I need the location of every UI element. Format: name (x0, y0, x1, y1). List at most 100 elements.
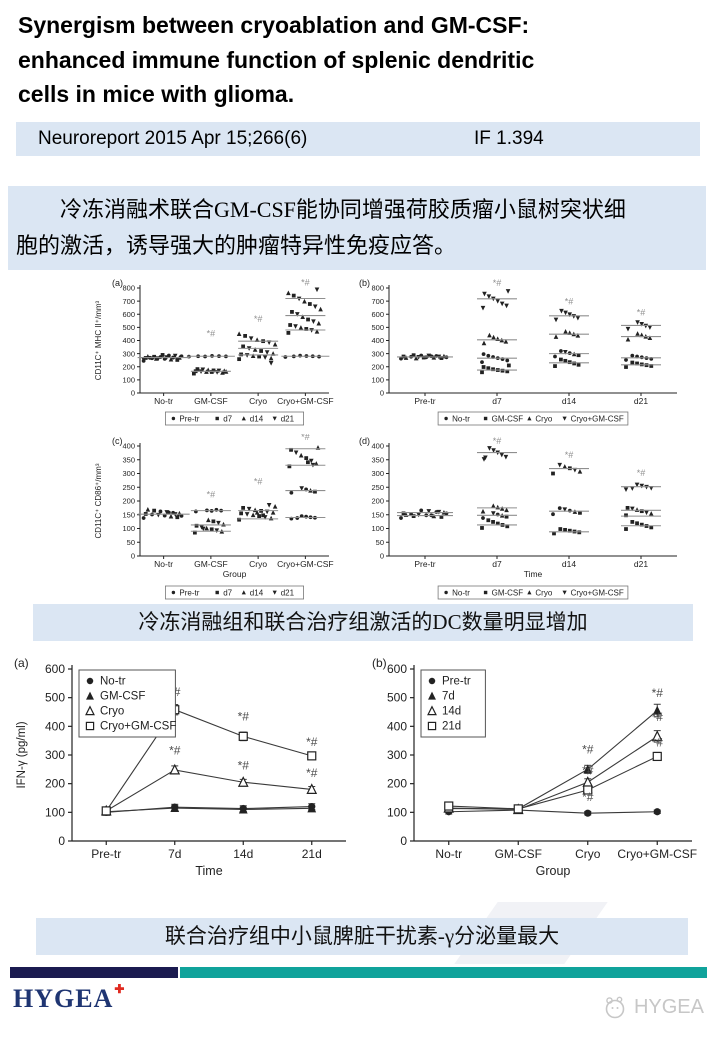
svg-text:d21: d21 (634, 396, 648, 406)
svg-text:GM-CSF: GM-CSF (492, 588, 524, 597)
svg-text:Cryo+GM-CSF: Cryo+GM-CSF (277, 396, 333, 406)
svg-text:Cryo+GM-CSF: Cryo+GM-CSF (100, 720, 176, 732)
svg-text:GM-CSF: GM-CSF (495, 847, 542, 861)
svg-text:200: 200 (387, 776, 407, 790)
mean-lines (397, 297, 661, 371)
svg-text:Pre-tr: Pre-tr (414, 396, 435, 406)
svg-text:*#: *# (582, 789, 594, 803)
svg-text:300: 300 (371, 469, 384, 478)
svg-text:(c): (c) (112, 436, 123, 446)
svg-text:Group: Group (536, 864, 571, 878)
svg-text:*#: *# (652, 710, 664, 724)
data-points (399, 445, 654, 535)
svg-text:*#: *# (254, 314, 263, 324)
svg-text:0: 0 (131, 551, 135, 560)
svg-text:Cryo+GM-CSF: Cryo+GM-CSF (617, 847, 697, 861)
summary-line-1: 冷冻消融术联合GM-CSF能协同增强荷胶质瘤小鼠树突状细 (60, 196, 626, 222)
svg-text:200: 200 (122, 362, 135, 371)
impact-factor: IF 1.394 (474, 127, 544, 149)
data-points (399, 288, 654, 374)
svg-text:*#: *# (306, 765, 318, 779)
svg-text:500: 500 (371, 323, 384, 332)
line-figure: (a) 0 100 200 300 400 500 600 IFN-γ (pg/ml) Pre-t… (0, 653, 720, 881)
logo-cross-icon: ✚ (114, 982, 126, 996)
svg-text:d21: d21 (281, 414, 295, 423)
legend: Pre-tr 7d 14d 21d (420, 669, 486, 737)
svg-text:No-tr: No-tr (154, 559, 173, 569)
svg-text:IFN-γ (pg/ml): IFN-γ (pg/ml) (16, 721, 28, 788)
svg-text:300: 300 (122, 349, 135, 358)
scatter-panel-c-svg: (c) 0 50 100 150 200 250 300 350 400 CD11C⁺ CD86⁺/… (94, 434, 334, 599)
series (443, 703, 663, 817)
svg-text:100: 100 (371, 375, 384, 384)
svg-text:400: 400 (387, 719, 407, 733)
svg-text:GM-CSF: GM-CSF (194, 559, 228, 569)
svg-text:Cryo: Cryo (249, 559, 267, 569)
svg-text:350: 350 (122, 455, 135, 464)
svg-text:14d: 14d (442, 705, 461, 717)
svg-text:200: 200 (45, 776, 65, 790)
svg-text:500: 500 (45, 690, 65, 704)
hygea-logo: HYGEA✚ (13, 982, 126, 1014)
svg-text:*#: *# (565, 296, 574, 306)
watermark-text: HYGEA (633, 995, 704, 1018)
svg-text:500: 500 (387, 690, 407, 704)
journal-citation: Neuroreport 2015 Apr 15;266(6) (38, 127, 308, 149)
svg-text:*#: *# (582, 742, 594, 756)
caption-ifn-secretion: 联合治疗组中小鼠脾脏干扰素-γ分泌量最大 (36, 917, 688, 955)
svg-text:*#: *# (207, 328, 216, 338)
svg-text:Group: Group (223, 569, 247, 579)
svg-text:0: 0 (400, 834, 407, 848)
caption-dc-increase: 冷冻消融组和联合治疗组激活的DC数量明显增加 (33, 603, 693, 641)
svg-text:*#: *# (254, 476, 263, 486)
svg-text:*#: *# (652, 735, 664, 749)
svg-text:600: 600 (387, 662, 407, 676)
svg-text:d21: d21 (281, 588, 295, 597)
svg-text:*#: *# (637, 468, 646, 478)
svg-text:100: 100 (122, 524, 135, 533)
svg-text:250: 250 (122, 482, 135, 491)
scatter-panel-a-svg: (a) 0 100 200 300 400 500 600 700 800 CD11C⁺ MHC I… (94, 277, 334, 425)
svg-text:Pre-tr: Pre-tr (179, 588, 199, 597)
svg-text:No-tr: No-tr (100, 675, 126, 687)
svg-text:*#: *# (306, 734, 318, 748)
mean-lines (397, 451, 661, 532)
svg-text:0: 0 (131, 388, 135, 397)
scatter-panel-b-svg: (b) 0 100 200 300 400 500 600 700 800 Pre-tr d7 d14 d… (359, 278, 677, 425)
mean-lines (137, 447, 326, 532)
page-title: Synergism between cryoablation and GM-CS… (0, 0, 720, 112)
data-points (141, 286, 323, 375)
svg-text:d14: d14 (562, 396, 576, 406)
legend: Pre-tr d7 d14 d21 (165, 585, 304, 599)
svg-text:400: 400 (371, 441, 384, 450)
svg-text:*#: *# (565, 449, 574, 459)
svg-text:800: 800 (371, 283, 384, 292)
svg-text:400: 400 (122, 441, 135, 450)
svg-text:d7: d7 (223, 414, 232, 423)
svg-text:Pre-tr: Pre-tr (442, 675, 471, 687)
svg-text:600: 600 (371, 309, 384, 318)
title-line-2: enhanced immune function of splenic dend… (18, 46, 535, 73)
line-chart-a-svg: (a) 0 100 200 300 400 500 600 IFN-γ (pg/ml) Pre-t… (14, 656, 346, 878)
svg-text:Cryo: Cryo (575, 847, 601, 861)
svg-text:*#: *# (493, 278, 502, 288)
svg-text:400: 400 (371, 336, 384, 345)
svg-text:(a): (a) (14, 656, 29, 670)
svg-text:Cryo: Cryo (535, 588, 552, 597)
svg-text:300: 300 (387, 748, 407, 762)
legend: No-tr GM-CSF Cryo Cryo+GM-CSF (78, 669, 176, 737)
svg-text:d14: d14 (250, 588, 264, 597)
svg-text:700: 700 (371, 296, 384, 305)
svg-text:GM-CSF: GM-CSF (194, 396, 228, 406)
svg-text:No-tr: No-tr (154, 396, 173, 406)
svg-text:800: 800 (122, 283, 135, 292)
svg-text:No-tr: No-tr (452, 588, 470, 597)
svg-text:600: 600 (122, 309, 135, 318)
svg-text:Cryo: Cryo (249, 396, 267, 406)
svg-text:200: 200 (122, 496, 135, 505)
svg-text:*#: *# (493, 436, 502, 446)
svg-text:GM-CSF: GM-CSF (492, 414, 524, 423)
svg-text:0: 0 (380, 551, 384, 560)
svg-text:21d: 21d (442, 720, 461, 732)
svg-text:*#: *# (238, 709, 250, 723)
